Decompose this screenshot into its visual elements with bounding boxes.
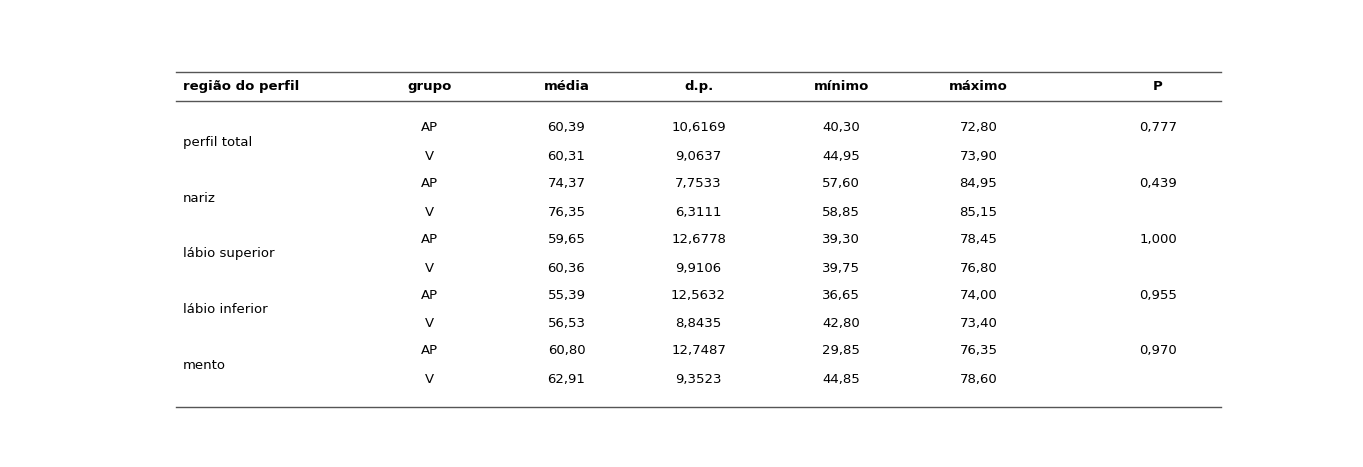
Text: 73,90: 73,90 xyxy=(960,150,998,163)
Text: V: V xyxy=(425,373,433,386)
Text: 76,35: 76,35 xyxy=(960,344,998,357)
Text: 59,65: 59,65 xyxy=(548,233,586,246)
Text: mínimo: mínimo xyxy=(814,80,868,93)
Text: 10,6169: 10,6169 xyxy=(671,121,726,134)
Text: máximo: máximo xyxy=(949,80,1007,93)
Text: 60,36: 60,36 xyxy=(548,262,585,275)
Text: 7,7533: 7,7533 xyxy=(675,177,722,190)
Text: AP: AP xyxy=(421,233,438,246)
Text: perfil total: perfil total xyxy=(183,136,252,149)
Text: 60,80: 60,80 xyxy=(548,344,585,357)
Text: 12,7487: 12,7487 xyxy=(671,344,726,357)
Text: lábio inferior: lábio inferior xyxy=(183,303,267,316)
Text: 9,3523: 9,3523 xyxy=(675,373,722,386)
Text: 56,53: 56,53 xyxy=(548,318,586,331)
Text: 74,37: 74,37 xyxy=(548,177,586,190)
Text: 29,85: 29,85 xyxy=(822,344,860,357)
Text: AP: AP xyxy=(421,177,438,190)
Text: 39,30: 39,30 xyxy=(822,233,860,246)
Text: 58,85: 58,85 xyxy=(822,206,860,219)
Text: 36,65: 36,65 xyxy=(822,289,860,302)
Text: AP: AP xyxy=(421,289,438,302)
Text: 62,91: 62,91 xyxy=(548,373,586,386)
Text: 73,40: 73,40 xyxy=(960,318,998,331)
Text: 78,45: 78,45 xyxy=(960,233,998,246)
Text: AP: AP xyxy=(421,344,438,357)
Text: 84,95: 84,95 xyxy=(960,177,998,190)
Text: 0,439: 0,439 xyxy=(1139,177,1176,190)
Text: d.p.: d.p. xyxy=(684,80,713,93)
Text: 76,35: 76,35 xyxy=(548,206,586,219)
Text: 1,000: 1,000 xyxy=(1139,233,1176,246)
Text: média: média xyxy=(544,80,589,93)
Text: região do perfil: região do perfil xyxy=(183,80,300,93)
Text: P: P xyxy=(1153,80,1163,93)
Text: 9,9106: 9,9106 xyxy=(676,262,721,275)
Text: 44,85: 44,85 xyxy=(822,373,860,386)
Text: 57,60: 57,60 xyxy=(822,177,860,190)
Text: 0,955: 0,955 xyxy=(1139,289,1178,302)
Text: V: V xyxy=(425,262,433,275)
Text: V: V xyxy=(425,206,433,219)
Text: 0,777: 0,777 xyxy=(1139,121,1178,134)
Text: AP: AP xyxy=(421,121,438,134)
Text: 60,31: 60,31 xyxy=(548,150,586,163)
Text: 44,95: 44,95 xyxy=(822,150,860,163)
Text: 42,80: 42,80 xyxy=(822,318,860,331)
Text: 40,30: 40,30 xyxy=(822,121,860,134)
Text: 0,970: 0,970 xyxy=(1139,344,1176,357)
Text: 12,6778: 12,6778 xyxy=(671,233,726,246)
Text: nariz: nariz xyxy=(183,191,215,205)
Text: 78,60: 78,60 xyxy=(960,373,998,386)
Text: 72,80: 72,80 xyxy=(960,121,998,134)
Text: 76,80: 76,80 xyxy=(960,262,998,275)
Text: mento: mento xyxy=(183,359,226,372)
Text: 9,0637: 9,0637 xyxy=(676,150,721,163)
Text: 55,39: 55,39 xyxy=(548,289,586,302)
Text: 12,5632: 12,5632 xyxy=(671,289,726,302)
Text: lábio superior: lábio superior xyxy=(183,248,274,260)
Text: 60,39: 60,39 xyxy=(548,121,585,134)
Text: 74,00: 74,00 xyxy=(960,289,998,302)
Text: grupo: grupo xyxy=(408,80,451,93)
Text: 39,75: 39,75 xyxy=(822,262,860,275)
Text: V: V xyxy=(425,150,433,163)
Text: 6,3111: 6,3111 xyxy=(675,206,722,219)
Text: V: V xyxy=(425,318,433,331)
Text: 8,8435: 8,8435 xyxy=(676,318,721,331)
Text: 85,15: 85,15 xyxy=(960,206,998,219)
